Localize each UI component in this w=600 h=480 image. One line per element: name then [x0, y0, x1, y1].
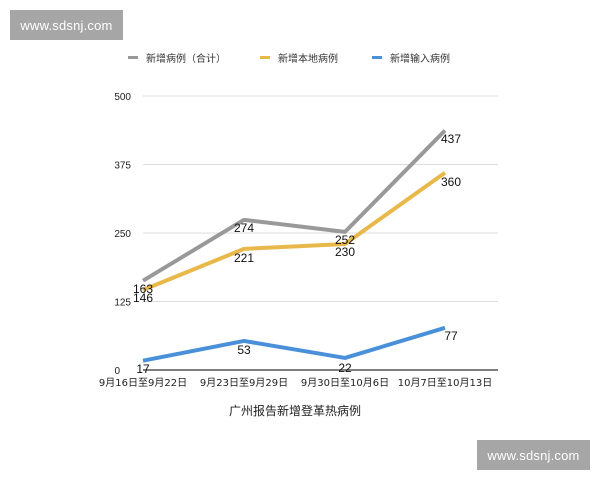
- watermark-top-left: www.sdsnj.com: [10, 10, 123, 40]
- legend-label: 新增本地病例: [278, 54, 338, 65]
- legend-swatch-icon: [260, 56, 270, 59]
- legend-swatch-icon: [128, 56, 138, 59]
- series-line: [142, 171, 447, 292]
- y-tick-label: 375: [114, 161, 131, 172]
- y-tick-label: 500: [114, 92, 131, 103]
- y-tick-label: 125: [114, 298, 131, 309]
- data-label: 437: [441, 132, 461, 146]
- series-line: [142, 325, 446, 363]
- x-tick-label: 10月7日至10月13日: [398, 377, 493, 389]
- series-line: [141, 129, 447, 283]
- legend-swatch-icon: [372, 56, 382, 59]
- data-label: 230: [335, 245, 355, 259]
- y-tick-label: 0: [114, 366, 120, 377]
- x-tick-label: 9月30日至10月6日: [301, 377, 389, 389]
- legend-label: 新增病例（合计）: [146, 54, 226, 65]
- legend-item: 新增输入病例: [372, 50, 450, 65]
- data-label: 53: [237, 343, 251, 357]
- legend-label: 新增输入病例: [390, 54, 450, 65]
- x-tick-label: 9月23日至9月29日: [200, 377, 288, 389]
- legend-item: 新增病例（合计）: [128, 50, 226, 65]
- y-tick-label: 250: [114, 229, 131, 240]
- data-label: 221: [234, 251, 254, 265]
- data-label: 17: [136, 362, 150, 376]
- data-label: 146: [133, 291, 153, 305]
- watermark-bottom-right: www.sdsnj.com: [477, 440, 590, 470]
- chart-title-text: 广州报告新增登革热病例: [228, 404, 361, 418]
- data-label: 252: [335, 233, 355, 247]
- data-label: 274: [234, 221, 254, 235]
- data-label: 163: [133, 282, 153, 296]
- chart-title: 广州报告新增登革热病例: [0, 402, 600, 419]
- legend-item: 新增本地病例: [260, 50, 338, 65]
- chart-legend: 新增病例（合计） 新增本地病例 新增输入病例: [128, 50, 450, 65]
- data-label: 360: [441, 175, 461, 189]
- data-label: 22: [338, 361, 352, 375]
- data-label: 77: [444, 329, 458, 343]
- x-tick-label: 9月16日至9月22日: [99, 377, 187, 389]
